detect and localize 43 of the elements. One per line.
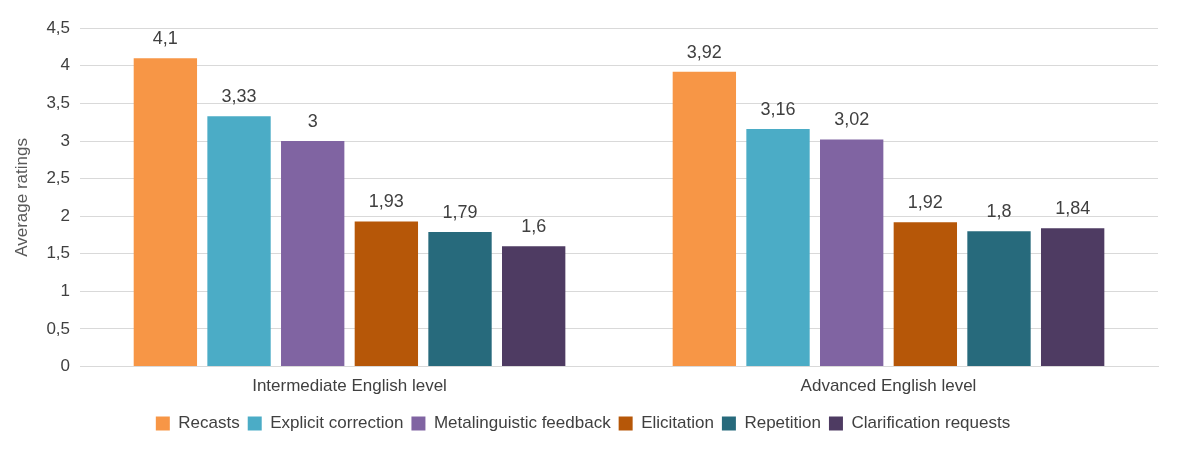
data-label: 1,8: [986, 201, 1012, 222]
bar: [281, 141, 345, 367]
y-tick-label: 3: [60, 130, 71, 150]
bar: [428, 231, 492, 367]
data-label: 3,16: [760, 98, 796, 119]
data-label: 3,92: [686, 41, 722, 62]
data-label: 3,02: [834, 109, 870, 130]
data-label: 3: [307, 110, 318, 131]
bar: [967, 231, 1031, 367]
y-tick-label: 0: [60, 356, 71, 376]
y-tick-label: 4: [60, 55, 71, 75]
legend-label: Recasts: [178, 413, 240, 433]
data-label: 1,79: [442, 201, 478, 222]
y-tick-label: 0,5: [46, 318, 71, 338]
bar: [820, 139, 884, 367]
data-label: 3,33: [221, 86, 257, 107]
y-tick-label: 4,5: [46, 17, 71, 37]
y-tick-label: 2: [60, 205, 71, 225]
bar: [354, 221, 419, 367]
data-label: 1,6: [521, 216, 547, 237]
x-tick-label: Advanced English level: [800, 376, 977, 396]
y-axis-title: Average ratings: [11, 138, 31, 257]
legend-label: Repetition: [744, 413, 821, 433]
data-label: 1,84: [1055, 198, 1091, 219]
bar: [502, 246, 566, 367]
x-tick-label: Intermediate English level: [252, 376, 447, 396]
y-tick-label: 1,5: [46, 243, 71, 263]
bar: [207, 116, 271, 367]
bar: [746, 128, 810, 367]
y-tick-label: 3,5: [46, 93, 71, 113]
legend-label: Explicit correction: [270, 413, 404, 433]
bar: [893, 222, 958, 367]
bar: [1040, 228, 1105, 367]
y-tick-label: 1: [60, 281, 71, 301]
data-label: 1,92: [907, 192, 943, 213]
bar: [672, 71, 737, 367]
bar: [133, 58, 198, 367]
legend-label: Elicitation: [641, 413, 714, 433]
y-tick-label: 2,5: [46, 168, 71, 188]
data-label: 4,1: [152, 28, 178, 49]
data-label: 1,93: [368, 191, 404, 212]
legend-label: Clarification requests: [851, 413, 1011, 433]
legend-label: Metalinguistic feedback: [433, 413, 612, 433]
